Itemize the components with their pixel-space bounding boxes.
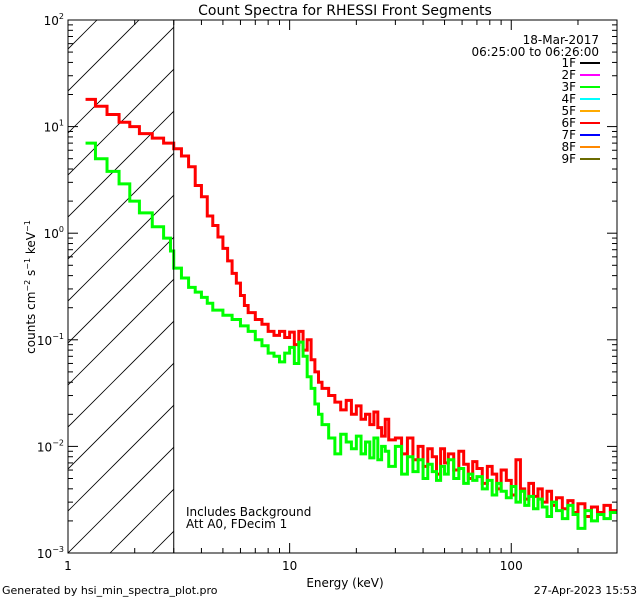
legend-label: 4F xyxy=(561,92,576,106)
hatch-line xyxy=(68,194,174,302)
hatch-line xyxy=(68,110,174,218)
hatch-line xyxy=(68,152,174,260)
hatch-line xyxy=(68,362,174,470)
legend-label: 1F xyxy=(561,56,576,70)
axis-ticks xyxy=(67,19,618,554)
annotation-background: Includes Background xyxy=(186,505,311,519)
y-tick-label: 10−3 xyxy=(37,545,64,561)
legend-label: 3F xyxy=(561,80,576,94)
hatch-line xyxy=(68,20,140,92)
excluded-energy-region xyxy=(68,20,640,553)
hatch-line xyxy=(68,68,174,176)
chart-title: Count Spectra for RHESSI Front Segments xyxy=(198,3,492,19)
hatch-line xyxy=(68,404,174,512)
y-axis-label: counts cm−2 s−1 keV−1 xyxy=(23,220,38,354)
legend-label: 5F xyxy=(561,104,576,118)
annotation-attenuator: Att A0, FDecim 1 xyxy=(186,517,287,531)
x-axis-label: Energy (keV) xyxy=(306,576,383,590)
series-line-3F xyxy=(85,141,617,530)
hatch-line xyxy=(68,446,174,553)
legend-label: 2F xyxy=(561,68,576,82)
observation-date: 18-Mar-2017 xyxy=(523,33,599,47)
hatch-line xyxy=(614,20,640,553)
footer-generator: Generated by hsi_min_spectra_plot.pro xyxy=(2,584,218,597)
y-tick-label: 101 xyxy=(44,119,64,135)
hatch-line xyxy=(446,20,640,553)
legend-label: 8F xyxy=(561,140,576,154)
y-tick-label: 10−2 xyxy=(37,438,64,454)
y-tick-label: 100 xyxy=(44,225,64,241)
legend-label: 7F xyxy=(561,128,576,142)
y-tick-label: 102 xyxy=(44,12,64,28)
legend-label: 6F xyxy=(561,116,576,130)
footer-timestamp: 27-Apr-2023 15:53 xyxy=(534,584,637,597)
x-tick-label: 1 xyxy=(64,559,72,573)
legend-label: 9F xyxy=(561,152,576,166)
observation-time-range: 06:25:00 to 06:26:00 xyxy=(472,45,599,59)
x-tick-label: 10 xyxy=(282,559,297,573)
hatch-line xyxy=(68,26,174,134)
hatch-line xyxy=(68,278,174,386)
x-tick-label: 100 xyxy=(500,559,523,573)
hatch-line xyxy=(68,236,174,344)
plot-frame xyxy=(67,19,618,554)
y-tick-label: 10−1 xyxy=(37,332,64,348)
